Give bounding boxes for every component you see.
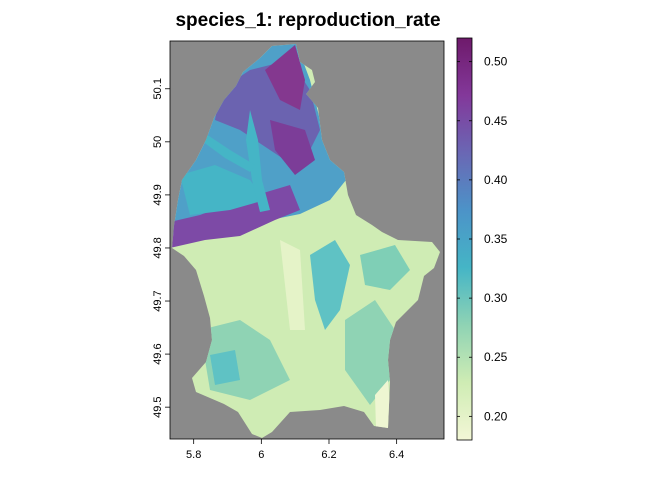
x-axis: 5.8 6 6.2 6.4 [186,439,404,461]
x-tick-label: 6 [258,449,264,461]
legend-tick-label: 0.35 [484,232,508,246]
y-tick-label: 49.6 [152,343,164,364]
x-tick-label: 6.2 [321,449,336,461]
legend-tick-label: 0.25 [484,350,508,364]
x-tick-label: 6.4 [389,449,404,461]
y-tick-label: 50 [152,136,164,148]
map-title: species_1: reproduction_rate [175,10,441,31]
legend-tick-label: 0.50 [484,55,508,69]
y-tick-label: 49.5 [152,396,164,417]
y-tick-label: 50.1 [152,78,164,99]
legend-tick-label: 0.20 [484,409,508,423]
legend-ticks: 0.20 0.25 0.30 0.35 0.40 0.45 0.50 [457,55,508,423]
map-panel-frame [169,40,445,440]
country-raster [172,44,440,438]
y-tick-label: 49.8 [152,237,164,258]
x-tick-label: 5.8 [186,449,201,461]
y-tick-label: 49.7 [152,290,164,311]
legend-tick-label: 0.45 [484,114,508,128]
y-tick-label: 49.9 [152,184,164,205]
y-axis: 49.5 49.6 49.7 49.8 49.9 50 50.1 [152,78,170,418]
legend-tick-label: 0.40 [484,173,508,187]
legend-tick-label: 0.30 [484,291,508,305]
